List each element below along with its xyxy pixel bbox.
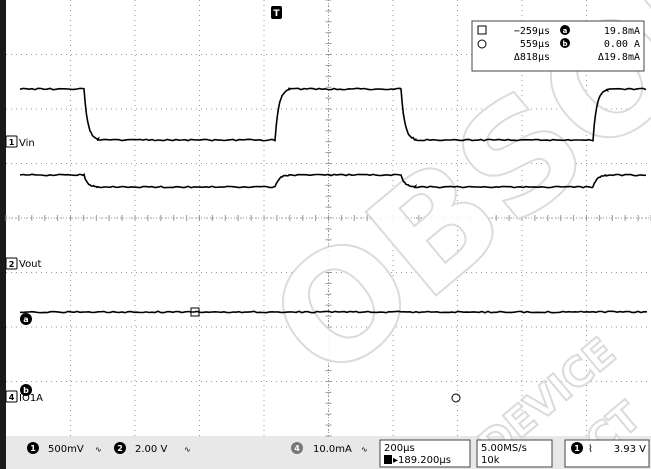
cursor-readout: −259µs 559µs Δ818µs a b 19.8mA 0.00 A Δ1… xyxy=(472,21,644,71)
bw-limit-icon-4: ∿ xyxy=(361,445,368,454)
cursor-2-handle[interactable] xyxy=(452,394,460,402)
trigger-level: 3.93 V xyxy=(614,444,646,455)
ch2-marker-num: 2 xyxy=(9,260,15,269)
ch1-label: Vin xyxy=(19,138,35,149)
record-length: 10k xyxy=(481,455,500,466)
bw-limit-icon-1: ∿ xyxy=(95,445,102,454)
status-ch2-num: 2 xyxy=(117,444,123,453)
sample-rate: 5.00MS/s xyxy=(481,443,527,454)
ch4-marker-num: 4 xyxy=(9,393,15,402)
trigger-box[interactable]: 1 ⌇ 3.93 V xyxy=(565,440,649,467)
rising-edge-icon: ⌇ xyxy=(588,444,593,455)
status-ch2-scale: 2.00 V xyxy=(135,444,167,455)
cursor-b-value: 0.00 A xyxy=(604,39,640,50)
cursor-b-letter: b xyxy=(23,386,29,395)
trigger-pos-icon xyxy=(384,455,392,464)
ch1-marker-num: 1 xyxy=(9,138,15,147)
cursor-a-letter: a xyxy=(23,315,28,324)
cursor-delta-value: Δ19.8mA xyxy=(598,52,640,63)
ch4-marker[interactable]: 4 xyxy=(6,391,17,402)
status-ch1-num: 1 xyxy=(30,444,36,453)
cursor-t1: −259µs xyxy=(514,26,550,37)
cursor-t2: 559µs xyxy=(520,39,550,50)
timebase-box[interactable]: 200µs ▸189.200µs xyxy=(380,440,470,467)
ch4-waveform xyxy=(20,311,647,312)
status-ch4-scale: 10.0mA xyxy=(313,444,352,455)
cursor-a-marker[interactable]: a xyxy=(20,313,32,325)
cursor-b-icon-letter: b xyxy=(562,40,567,48)
ch2-label: Vout xyxy=(19,259,42,270)
cursor-a-value: 19.8mA xyxy=(604,26,640,37)
status-ch4-num: 4 xyxy=(294,444,300,453)
cursor-a-icon-letter: a xyxy=(563,27,568,35)
status-ch1-scale: 500mV xyxy=(48,444,84,455)
trigger-marker-label: T xyxy=(273,9,280,19)
trigger-source: 1 xyxy=(574,444,580,453)
cursor-b-marker[interactable]: b xyxy=(20,384,32,396)
trigger-position: ▸189.200µs xyxy=(393,455,451,466)
trigger-marker[interactable]: T xyxy=(271,6,282,19)
timebase-value: 200µs xyxy=(384,443,415,454)
ch1-marker[interactable]: 1 xyxy=(6,136,17,147)
left-bezel xyxy=(0,0,6,469)
cursor-dt: Δ818µs xyxy=(514,52,550,63)
ch2-marker[interactable]: 2 xyxy=(6,258,17,269)
bw-limit-icon-2: ∿ xyxy=(184,445,191,454)
acquisition-box[interactable]: 5.00MS/s 10k xyxy=(477,440,552,467)
